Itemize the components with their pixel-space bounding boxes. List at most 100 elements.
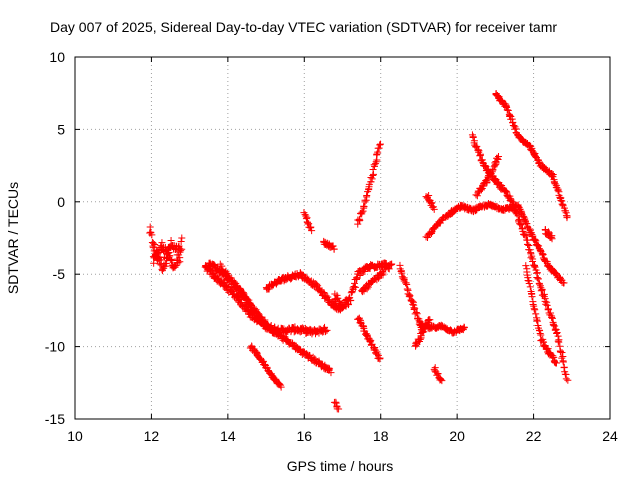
data-point (437, 376, 445, 384)
data-point (369, 166, 377, 174)
series-s10 (331, 273, 361, 311)
data-point (177, 247, 185, 255)
data-point (548, 235, 556, 243)
data-point (531, 306, 539, 314)
data-point (376, 141, 384, 149)
tick-labels: 10 12 14 16 18 20 22 24 -15 -10 -5 0 5 10 (45, 49, 618, 444)
series-s5 (216, 260, 269, 330)
data-point (301, 211, 309, 219)
data-point (496, 181, 504, 189)
series-s11 (330, 398, 343, 413)
series-s22 (468, 131, 572, 384)
data-point (380, 266, 388, 274)
data-point (476, 151, 484, 159)
data-point (503, 106, 511, 114)
data-point (481, 162, 489, 170)
data-point (532, 310, 540, 318)
series-s25 (522, 262, 561, 367)
data-point (355, 215, 363, 223)
data-point (151, 241, 159, 249)
data-point (373, 150, 381, 158)
data-point (344, 301, 352, 309)
data-point (543, 298, 551, 306)
x-tick-label: 16 (296, 428, 312, 444)
data-point (358, 208, 366, 216)
data-point (277, 383, 285, 391)
series-s21 (422, 192, 438, 213)
y-tick-label: 0 (57, 194, 65, 210)
data-point (529, 257, 537, 265)
data-point (176, 248, 184, 256)
data-point (548, 313, 556, 321)
data-point (324, 365, 332, 373)
data-point (526, 283, 534, 291)
data-point (533, 316, 541, 324)
data-point (385, 265, 393, 273)
series-s2 (149, 239, 186, 272)
data-point (233, 282, 241, 290)
data-point (166, 252, 174, 260)
data-point (549, 321, 557, 329)
series-s15 (354, 140, 384, 228)
data-points (146, 89, 572, 413)
data-point (551, 322, 559, 330)
data-point (335, 405, 343, 413)
data-point (477, 186, 485, 194)
data-point (513, 210, 521, 218)
data-point (531, 152, 539, 160)
data-point (522, 262, 530, 270)
data-point (372, 158, 380, 166)
data-point (430, 205, 438, 213)
series-s24 (492, 89, 571, 222)
data-point (261, 318, 269, 326)
data-point (547, 309, 555, 317)
data-point (469, 133, 477, 141)
data-point (332, 399, 340, 407)
x-tick-label: 20 (449, 428, 465, 444)
data-point (539, 291, 547, 299)
y-tick-label: -15 (45, 411, 65, 427)
x-axis-title: GPS time / hours (287, 458, 394, 474)
data-point (473, 192, 481, 200)
data-point (359, 207, 367, 215)
data-point (267, 370, 275, 378)
data-point (426, 316, 434, 324)
data-point (323, 326, 331, 334)
data-point (376, 355, 384, 363)
y-axis-title: SDTVAR / TECUs (5, 182, 21, 294)
plot-frame (74, 56, 611, 420)
data-point (541, 297, 549, 305)
x-tick-label: 18 (373, 428, 389, 444)
data-point (554, 337, 562, 345)
data-point (560, 279, 568, 287)
data-point (551, 180, 559, 188)
data-point (402, 279, 410, 287)
data-point (347, 296, 355, 304)
x-tick-label: 12 (144, 428, 160, 444)
series-s14 (358, 266, 388, 296)
y-tick-label: 10 (49, 49, 65, 65)
x-tick-label: 14 (220, 428, 236, 444)
grid-lines (75, 57, 610, 419)
series-s4 (205, 259, 335, 377)
x-tick-label: 22 (526, 428, 542, 444)
data-point (355, 315, 363, 323)
data-point (261, 318, 269, 326)
data-point (545, 305, 553, 313)
data-point (329, 242, 337, 250)
data-point (547, 172, 555, 180)
series-s26 (541, 226, 556, 243)
data-point (548, 314, 556, 322)
data-point (369, 172, 377, 180)
data-point (527, 254, 535, 262)
data-point (553, 359, 561, 367)
data-point (177, 237, 185, 245)
data-point (525, 279, 533, 287)
data-point (210, 260, 218, 268)
data-point (502, 187, 510, 195)
data-point (555, 338, 563, 346)
data-point (549, 352, 557, 360)
data-point (533, 274, 541, 282)
data-point (537, 287, 545, 295)
x-tick-label: 10 (67, 428, 83, 444)
